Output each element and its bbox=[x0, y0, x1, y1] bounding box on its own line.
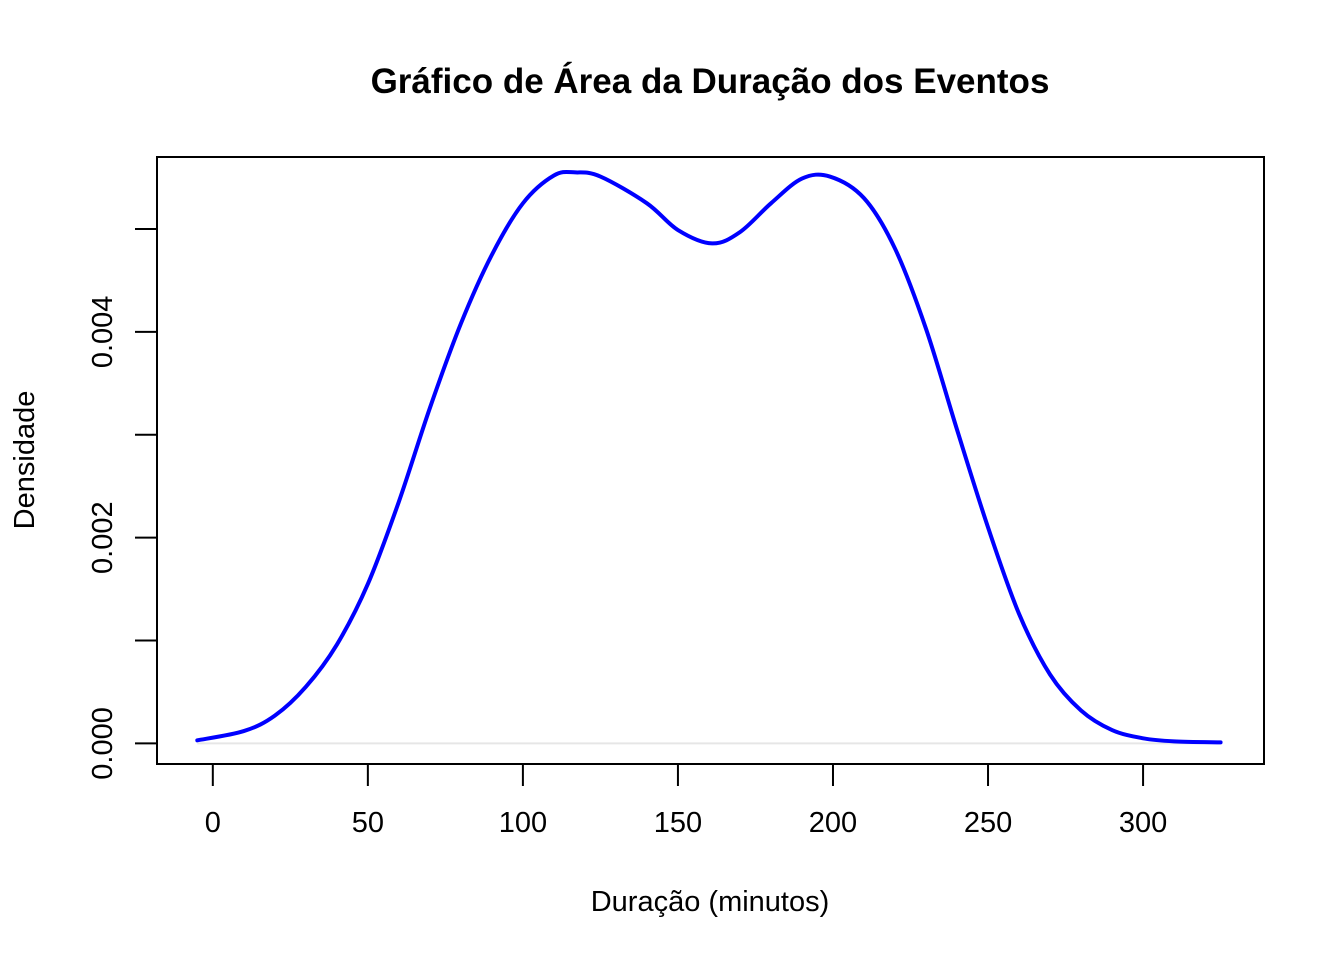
y-axis-label: Densidade bbox=[9, 391, 41, 530]
plot-frame bbox=[156, 156, 1265, 765]
x-tick-label: 250 bbox=[964, 807, 1012, 839]
x-tick-label: 200 bbox=[809, 807, 857, 839]
y-tick-label: 0.004 bbox=[87, 296, 119, 369]
density-line bbox=[195, 169, 1223, 745]
y-tick-label: 0.002 bbox=[87, 501, 119, 574]
y-axis: 0.000 0.002 0.004 bbox=[87, 228, 158, 780]
chart-title: Gráfico de Área da Duração dos Eventos bbox=[371, 61, 1050, 101]
x-tick-label: 300 bbox=[1119, 807, 1167, 839]
y-tick-label: 0.000 bbox=[87, 707, 119, 780]
x-tick-label: 50 bbox=[352, 807, 384, 839]
x-tick-label: 0 bbox=[205, 807, 221, 839]
x-tick-label: 150 bbox=[654, 807, 702, 839]
x-axis: 0 50 100 150 200 250 300 bbox=[205, 763, 1167, 839]
x-tick-label: 100 bbox=[499, 807, 547, 839]
x-axis-label: Duração (minutos) bbox=[591, 886, 830, 918]
